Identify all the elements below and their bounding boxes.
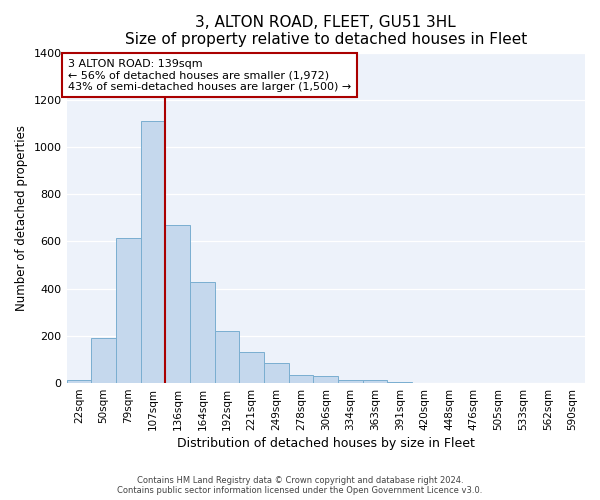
Bar <box>140 121 165 383</box>
Bar <box>116 238 140 383</box>
Bar <box>215 331 239 383</box>
Text: Contains HM Land Registry data © Crown copyright and database right 2024.
Contai: Contains HM Land Registry data © Crown c… <box>118 476 482 495</box>
Bar <box>91 338 116 383</box>
Y-axis label: Number of detached properties: Number of detached properties <box>15 125 28 311</box>
Bar <box>67 380 91 383</box>
Text: 3 ALTON ROAD: 139sqm
← 56% of detached houses are smaller (1,972)
43% of semi-de: 3 ALTON ROAD: 139sqm ← 56% of detached h… <box>68 58 351 92</box>
Bar <box>388 382 412 383</box>
Bar <box>289 375 313 383</box>
Bar <box>239 352 264 383</box>
Bar <box>313 376 338 383</box>
Title: 3, ALTON ROAD, FLEET, GU51 3HL
Size of property relative to detached houses in F: 3, ALTON ROAD, FLEET, GU51 3HL Size of p… <box>125 15 527 48</box>
Bar <box>338 380 363 383</box>
Bar <box>190 282 215 383</box>
X-axis label: Distribution of detached houses by size in Fleet: Distribution of detached houses by size … <box>177 437 475 450</box>
Bar <box>165 225 190 383</box>
Bar <box>363 380 388 383</box>
Bar <box>264 363 289 383</box>
